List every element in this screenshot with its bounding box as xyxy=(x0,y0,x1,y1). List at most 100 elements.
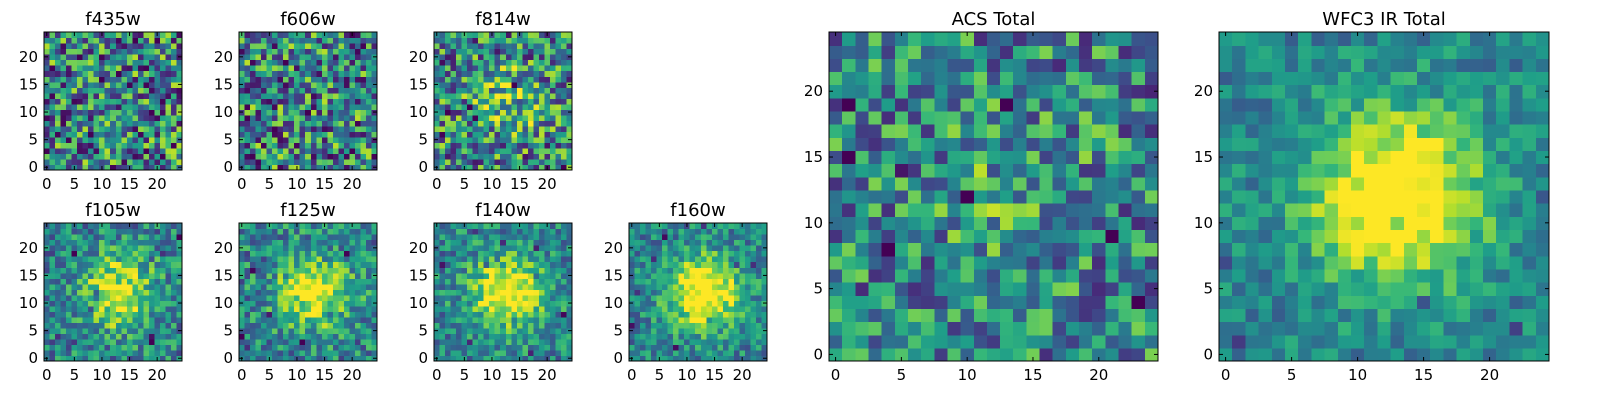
heatmap-cell xyxy=(66,153,73,160)
heatmap-cell xyxy=(744,223,752,230)
heatmap-cell xyxy=(299,283,306,290)
heatmap-cell xyxy=(750,333,757,340)
heatmap-cell xyxy=(349,98,356,105)
heatmap-cell xyxy=(656,234,663,241)
heatmap-cell xyxy=(49,147,56,155)
heatmap-cell xyxy=(360,109,367,116)
heatmap-cell xyxy=(434,283,441,290)
heatmap-cell xyxy=(250,98,257,105)
heatmap-cell xyxy=(505,70,512,77)
heatmap-cell xyxy=(77,164,84,171)
heatmap-cell xyxy=(560,311,568,318)
heatmap-cell xyxy=(93,136,100,143)
heatmap-cell xyxy=(60,333,67,340)
heatmap-cell xyxy=(538,142,545,149)
heatmap-cell xyxy=(71,76,78,83)
heatmap-cell xyxy=(461,120,468,127)
heatmap-cell xyxy=(472,164,479,171)
heatmap-cell xyxy=(855,176,870,191)
heatmap-cell xyxy=(71,87,78,94)
heatmap-cell xyxy=(365,344,373,351)
y-tick-label: 15 xyxy=(214,75,233,93)
heatmap-cell xyxy=(489,136,496,143)
heatmap-cell xyxy=(349,256,356,263)
heatmap-cell xyxy=(321,228,328,235)
heatmap-cell xyxy=(678,294,685,301)
heatmap-cell xyxy=(115,70,122,77)
heatmap-cell xyxy=(544,344,551,351)
heatmap-cell xyxy=(99,87,106,94)
heatmap-cell xyxy=(343,76,350,83)
heatmap-cell xyxy=(434,153,441,160)
heatmap-cell xyxy=(450,37,457,44)
heatmap-cells xyxy=(44,223,183,362)
heatmap-cell xyxy=(1052,229,1067,244)
heatmap-cell xyxy=(478,234,485,241)
heatmap-cell xyxy=(706,228,713,235)
heatmap-cell xyxy=(549,131,557,138)
heatmap-cell xyxy=(651,289,658,296)
heatmap-cell xyxy=(855,216,870,230)
heatmap-cell xyxy=(445,305,452,312)
heatmap-cell xyxy=(527,76,534,83)
heatmap-cell xyxy=(294,87,301,94)
heatmap-cell xyxy=(516,316,523,323)
heatmap-cell xyxy=(126,322,133,329)
heatmap-cell xyxy=(456,92,463,99)
x-tick-label: 20 xyxy=(343,175,362,193)
heatmap-cell xyxy=(560,355,568,362)
heatmap-cell xyxy=(66,142,73,149)
heatmap-cell xyxy=(176,278,183,285)
heatmap-cell xyxy=(250,245,257,252)
heatmap-cell xyxy=(689,316,696,323)
heatmap-cell xyxy=(82,158,89,166)
heatmap-cell xyxy=(894,216,909,230)
heatmap-cell xyxy=(1118,295,1133,309)
heatmap-cell xyxy=(104,98,111,105)
heatmap-cell xyxy=(494,289,501,296)
heatmap-cell xyxy=(678,228,685,235)
heatmap-cell xyxy=(450,256,457,263)
heatmap-cell xyxy=(250,43,257,50)
heatmap-cell xyxy=(478,37,485,44)
heatmap-cell xyxy=(1118,347,1133,362)
heatmap-cell xyxy=(365,245,373,252)
heatmap-cell xyxy=(165,109,172,116)
heatmap-cell xyxy=(104,81,111,88)
heatmap-cell xyxy=(316,272,323,279)
heatmap-cell xyxy=(461,59,468,66)
heatmap-cell xyxy=(55,65,62,72)
heatmap-cell xyxy=(522,333,529,340)
heatmap-cell xyxy=(1131,163,1146,178)
heatmap-cell xyxy=(137,120,144,127)
heatmap-cell xyxy=(695,283,702,290)
heatmap-cell xyxy=(673,316,680,323)
heatmap-cell xyxy=(516,250,523,257)
heatmap-cell xyxy=(277,164,284,171)
heatmap-cell xyxy=(695,261,702,268)
heatmap-cell xyxy=(505,349,512,357)
heatmap-cell xyxy=(478,76,485,83)
y-tick-label: 20 xyxy=(604,239,623,257)
heatmap-cell xyxy=(494,278,501,285)
heatmap-cell xyxy=(365,103,373,110)
heatmap-cell xyxy=(255,333,262,340)
heatmap-cell xyxy=(132,98,139,105)
heatmap-cell xyxy=(93,283,100,290)
heatmap-cell xyxy=(277,54,284,61)
heatmap-cell xyxy=(533,349,540,357)
heatmap-cell xyxy=(494,103,501,110)
heatmap-cell xyxy=(255,294,262,301)
heatmap-cell xyxy=(66,92,73,99)
heatmap-cell xyxy=(733,338,740,346)
heatmap-cell xyxy=(255,43,262,50)
heatmap-cell xyxy=(667,228,674,235)
heatmap-cell xyxy=(121,48,128,55)
y-tick-label: 5 xyxy=(613,322,623,340)
heatmap-cell xyxy=(706,322,713,329)
heatmap-cell xyxy=(93,81,100,88)
heatmap-cell xyxy=(522,234,529,241)
heatmap-cell xyxy=(360,81,367,88)
heatmap-cell xyxy=(88,114,95,121)
heatmap-cell xyxy=(49,261,56,268)
